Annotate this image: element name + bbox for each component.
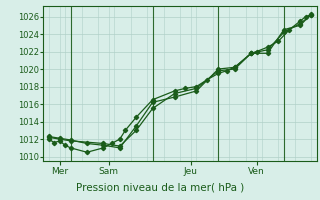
Text: Pression niveau de la mer( hPa ): Pression niveau de la mer( hPa ) — [76, 182, 244, 192]
